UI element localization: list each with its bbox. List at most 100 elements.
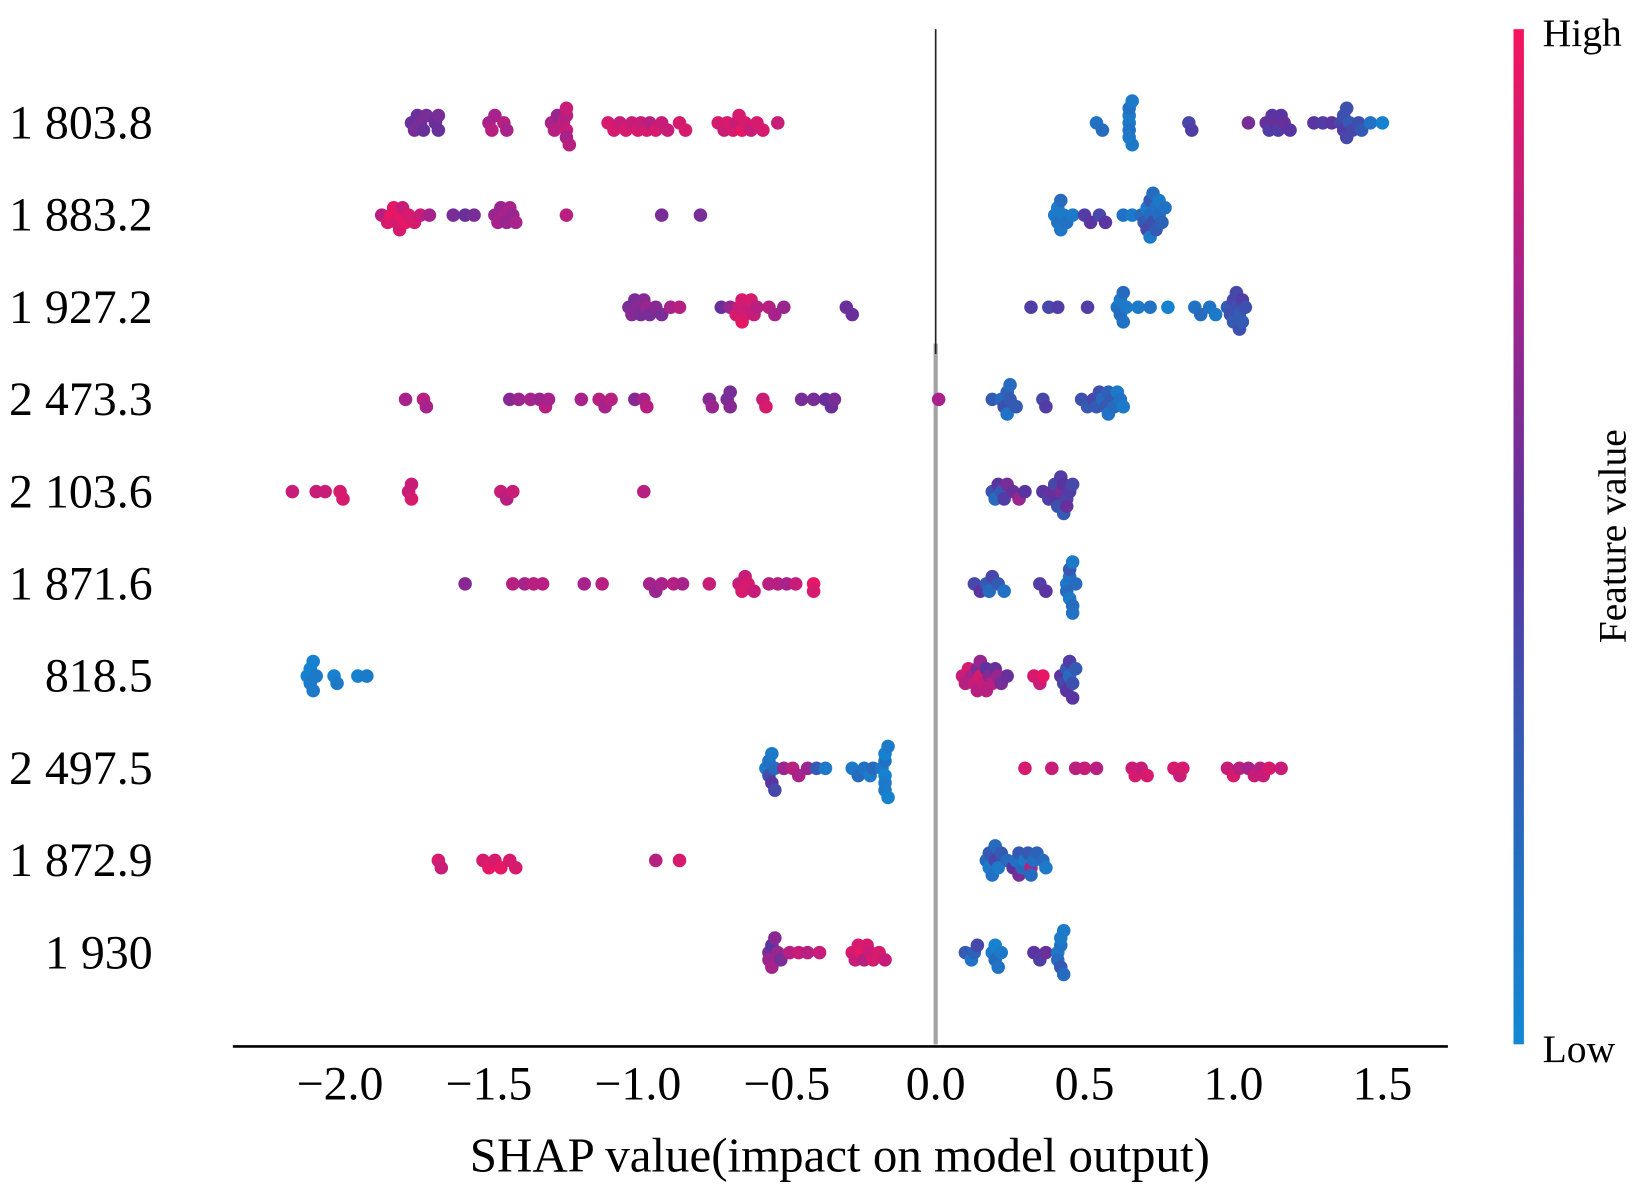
point xyxy=(693,208,708,222)
point xyxy=(547,123,562,137)
x-tick-labels: −2.0 −1.5 −1.0 −0.5 0.0 0.5 1.0 1.5 xyxy=(297,1057,1413,1110)
point xyxy=(1080,300,1095,315)
point xyxy=(994,945,1008,960)
point xyxy=(1238,300,1253,315)
point xyxy=(878,953,892,967)
point xyxy=(705,399,720,414)
point xyxy=(330,676,344,691)
point xyxy=(1089,761,1104,776)
point xyxy=(768,783,782,797)
point xyxy=(750,300,764,315)
x-tick-label: −1.0 xyxy=(594,1057,681,1110)
point xyxy=(306,654,320,669)
point xyxy=(1143,300,1157,315)
point xyxy=(997,492,1011,506)
point xyxy=(788,577,803,591)
point xyxy=(1116,315,1131,329)
point xyxy=(672,853,687,868)
feature-label: 1 871.6 xyxy=(9,557,153,610)
feature-label: 1 883.2 xyxy=(9,189,153,242)
point xyxy=(648,853,663,868)
point xyxy=(574,392,589,407)
point xyxy=(774,953,788,967)
point xyxy=(1065,606,1080,620)
point xyxy=(1241,116,1256,130)
point xyxy=(1039,584,1053,598)
x-tick-label: 1.5 xyxy=(1352,1057,1412,1110)
point xyxy=(997,584,1011,598)
point xyxy=(336,492,350,506)
point xyxy=(535,577,550,591)
feature-label: 1 927.2 xyxy=(9,281,153,334)
point xyxy=(756,123,770,137)
point xyxy=(559,101,574,116)
point xyxy=(1208,307,1223,322)
point xyxy=(1161,300,1175,315)
point xyxy=(508,215,523,230)
feature-label: 818.5 xyxy=(45,650,153,703)
point xyxy=(1155,215,1169,230)
point xyxy=(1000,669,1014,683)
point xyxy=(577,577,591,591)
point xyxy=(660,123,675,137)
point xyxy=(759,399,773,414)
point xyxy=(881,739,895,754)
point xyxy=(991,960,1005,974)
point xyxy=(723,399,737,414)
feature-label: 2 103.6 xyxy=(9,465,153,518)
point xyxy=(1375,116,1390,130)
point xyxy=(1009,399,1023,414)
point xyxy=(702,577,717,591)
point xyxy=(931,392,946,407)
point xyxy=(827,392,842,407)
point xyxy=(360,669,374,683)
point xyxy=(419,399,434,414)
point xyxy=(1024,300,1038,315)
point xyxy=(1131,300,1145,315)
x-tick-label: 0.5 xyxy=(1055,1057,1115,1110)
point xyxy=(1193,307,1208,322)
point xyxy=(1000,407,1014,421)
point xyxy=(494,860,508,875)
points-layer xyxy=(285,94,1390,982)
point xyxy=(812,945,827,960)
point xyxy=(416,123,431,137)
point xyxy=(1158,201,1172,215)
point xyxy=(285,484,300,499)
point xyxy=(562,137,577,152)
point xyxy=(675,577,690,591)
point xyxy=(541,392,556,407)
point xyxy=(1116,399,1131,414)
point xyxy=(1339,101,1354,116)
point xyxy=(1050,300,1065,315)
point xyxy=(1184,123,1199,137)
point xyxy=(434,860,449,875)
point xyxy=(1140,768,1154,783)
point xyxy=(637,484,651,499)
point xyxy=(404,477,419,492)
feature-label: 1 930 xyxy=(45,926,153,979)
feature-label: 2 473.3 xyxy=(9,373,153,426)
point xyxy=(431,108,446,123)
colorbar-low-label: Low xyxy=(1543,1027,1616,1071)
feature-label: 1 803.8 xyxy=(9,96,153,149)
point xyxy=(1045,761,1059,776)
point xyxy=(559,208,574,222)
point xyxy=(1056,923,1071,938)
colorbar xyxy=(1513,29,1524,1045)
x-tick-label: 1.0 xyxy=(1204,1057,1264,1110)
point xyxy=(508,860,523,875)
point xyxy=(1065,691,1080,705)
point xyxy=(777,300,791,315)
point xyxy=(309,669,323,683)
colorbar-high-label: High xyxy=(1543,11,1622,55)
point xyxy=(595,577,609,591)
point xyxy=(1262,761,1276,776)
point xyxy=(1065,477,1080,492)
point xyxy=(768,931,782,945)
point xyxy=(1095,123,1110,137)
point xyxy=(506,484,520,499)
point xyxy=(1024,868,1038,882)
x-tick-label: −0.5 xyxy=(743,1057,830,1110)
point xyxy=(1065,555,1080,569)
